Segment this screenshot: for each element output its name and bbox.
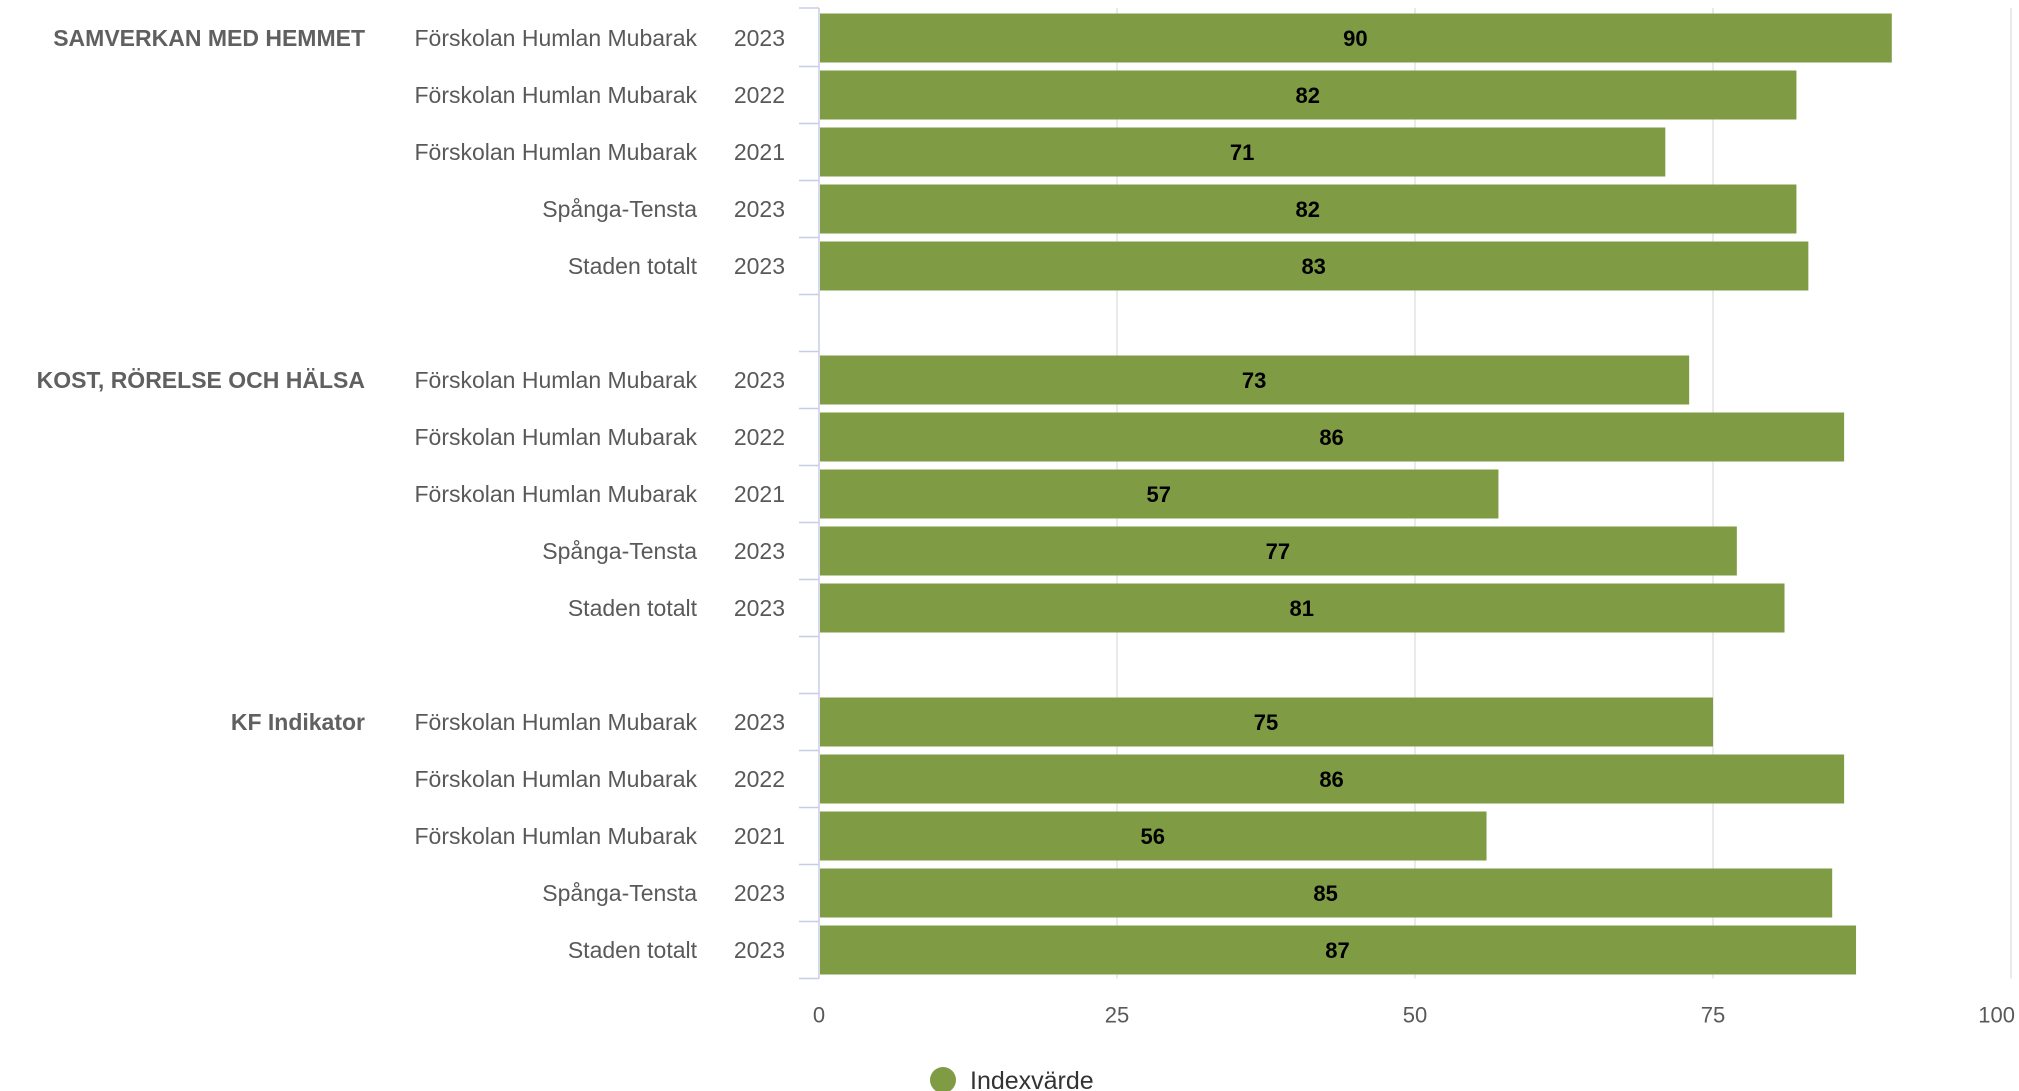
category-year-label: 2023	[734, 880, 785, 906]
data-label: 81	[1290, 596, 1314, 621]
category-unit-label: Förskolan Humlan Mubarak	[414, 139, 697, 165]
bar-group-2-row-2[interactable]	[820, 811, 1487, 861]
data-label: 73	[1242, 368, 1266, 393]
bar-group-0-row-3[interactable]	[820, 184, 1797, 234]
category-year-label: 2022	[734, 424, 785, 450]
bar-group-2-row-1[interactable]	[820, 754, 1845, 804]
group-label: KF Indikator	[231, 709, 365, 735]
data-label: 75	[1254, 710, 1278, 735]
bars: 90 82 71 82 83 73 86 57 77 81 75 86 56 85 87	[820, 13, 1892, 975]
category-unit-label: Staden totalt	[568, 595, 698, 621]
category-unit-label: Förskolan Humlan Mubarak	[414, 424, 697, 450]
data-label: 86	[1319, 767, 1343, 792]
bar-group-1-row-0[interactable]	[820, 355, 1690, 405]
bar-group-2-row-0[interactable]	[820, 697, 1713, 747]
category-unit-label: Förskolan Humlan Mubarak	[414, 367, 697, 393]
bar-group-2-row-4[interactable]	[820, 925, 1857, 975]
bar-group-0-row-0[interactable]	[820, 13, 1892, 63]
bar-group-1-row-4[interactable]	[820, 583, 1785, 633]
data-label: 82	[1295, 83, 1319, 108]
category-unit-label: Spånga-Tensta	[542, 196, 697, 222]
data-label: 85	[1313, 881, 1337, 906]
data-label: 82	[1295, 197, 1319, 222]
category-year-label: 2022	[734, 766, 785, 792]
bar-group-0-row-1[interactable]	[820, 70, 1797, 120]
category-unit-label: Spånga-Tensta	[542, 538, 697, 564]
x-tick-label-25: 25	[1105, 1003, 1129, 1028]
x-tick-label-75: 75	[1701, 1003, 1725, 1028]
x-tick-label-100: 100	[1978, 1003, 2015, 1028]
category-year-label: 2023	[734, 25, 785, 51]
data-label: 77	[1266, 539, 1290, 564]
category-axis	[799, 7, 820, 980]
data-label: 87	[1325, 938, 1349, 963]
category-year-label: 2021	[734, 823, 785, 849]
category-unit-label: Staden totalt	[568, 937, 698, 963]
category-unit-label: Spånga-Tensta	[542, 880, 697, 906]
category-unit-label: Förskolan Humlan Mubarak	[414, 823, 697, 849]
category-unit-label: Förskolan Humlan Mubarak	[414, 25, 697, 51]
bar-group-0-row-4[interactable]	[820, 241, 1809, 291]
bar-group-1-row-2[interactable]	[820, 469, 1499, 519]
data-label: 86	[1319, 425, 1343, 450]
bar-group-1-row-3[interactable]	[820, 526, 1737, 576]
category-year-label: 2021	[734, 481, 785, 507]
category-labels: 2023 Förskolan Humlan Mubarak SAMVERKAN ME…	[37, 25, 785, 963]
legend[interactable]: Indexvärde	[930, 1067, 1094, 1091]
group-label: SAMVERKAN MED HEMMET	[53, 25, 365, 51]
category-year-label: 2023	[734, 538, 785, 564]
category-year-label: 2023	[734, 367, 785, 393]
category-year-label: 2023	[734, 937, 785, 963]
legend-swatch[interactable]	[930, 1067, 956, 1091]
category-year-label: 2022	[734, 82, 785, 108]
category-unit-label: Förskolan Humlan Mubarak	[414, 709, 697, 735]
bar-group-1-row-1[interactable]	[820, 412, 1845, 462]
data-label: 71	[1230, 140, 1254, 165]
group-label: KOST, RÖRELSE OCH HÄLSA	[37, 367, 365, 393]
bar-group-2-row-3[interactable]	[820, 868, 1833, 918]
category-unit-label: Förskolan Humlan Mubarak	[414, 481, 697, 507]
legend-label[interactable]: Indexvärde	[970, 1067, 1094, 1091]
category-year-label: 2021	[734, 139, 785, 165]
bar-group-0-row-2[interactable]	[820, 127, 1666, 177]
data-label: 57	[1146, 482, 1170, 507]
data-label: 83	[1301, 254, 1325, 279]
category-unit-label: Staden totalt	[568, 253, 698, 279]
data-label: 56	[1141, 824, 1165, 849]
data-label: 90	[1343, 26, 1367, 51]
category-year-label: 2023	[734, 196, 785, 222]
category-year-label: 2023	[734, 709, 785, 735]
x-tick-label-50: 50	[1403, 1003, 1427, 1028]
x-tick-label-0: 0	[813, 1003, 825, 1028]
category-unit-label: Förskolan Humlan Mubarak	[414, 766, 697, 792]
category-unit-label: Förskolan Humlan Mubarak	[414, 82, 697, 108]
value-axis-ticks: 0 25 50 75 100	[813, 1003, 2015, 1028]
category-year-label: 2023	[734, 253, 785, 279]
category-year-label: 2023	[734, 595, 785, 621]
